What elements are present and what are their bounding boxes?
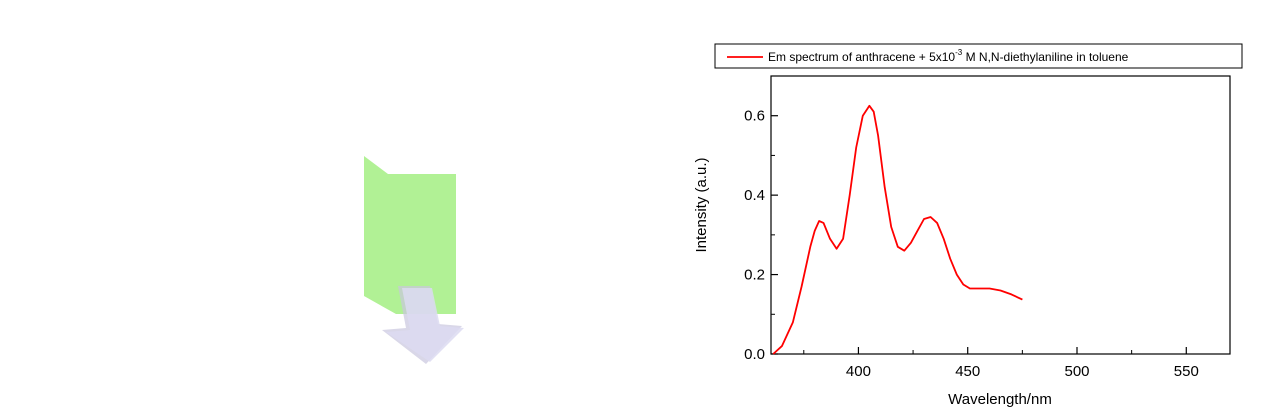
y-tick-label: 0.6: [744, 108, 765, 125]
x-tick-label: 550: [1174, 363, 1199, 380]
y-axis: 0.0 0.2 0.4 0.6: [744, 108, 778, 363]
x-tick-label: 450: [955, 363, 980, 380]
x-axis: 400 450 500 550: [803, 347, 1199, 380]
down-arrow-shape: [386, 288, 464, 362]
legend-label-prefix: Em spectrum of anthracene + 5x10: [768, 50, 955, 64]
x-tick-label: 500: [1064, 363, 1089, 380]
y-axis-title: Intensity (a.u.): [693, 157, 710, 252]
legend-label-suffix: M N,N-diethylaniline in toluene: [962, 50, 1128, 64]
legend-box: [714, 43, 1243, 69]
x-tick-label: 400: [846, 363, 871, 380]
legend: Em spectrum of anthracene + 5x10-3 M N,N…: [714, 43, 1243, 69]
series-line: [772, 104, 1023, 355]
y-tick-label: 0.2: [744, 267, 765, 284]
green-panel-shape: [364, 156, 456, 314]
legend-label: Em spectrum of anthracene + 5x10-3 M N,N…: [768, 48, 1129, 64]
legend-label-superscript: -3: [955, 48, 963, 57]
x-axis-title: Wavelength/nm: [948, 391, 1052, 408]
plot-frame: [770, 75, 1231, 355]
schematic-illustration: [364, 156, 464, 364]
y-tick-label: 0.4: [744, 187, 765, 204]
y-tick-label: 0.0: [744, 346, 765, 363]
